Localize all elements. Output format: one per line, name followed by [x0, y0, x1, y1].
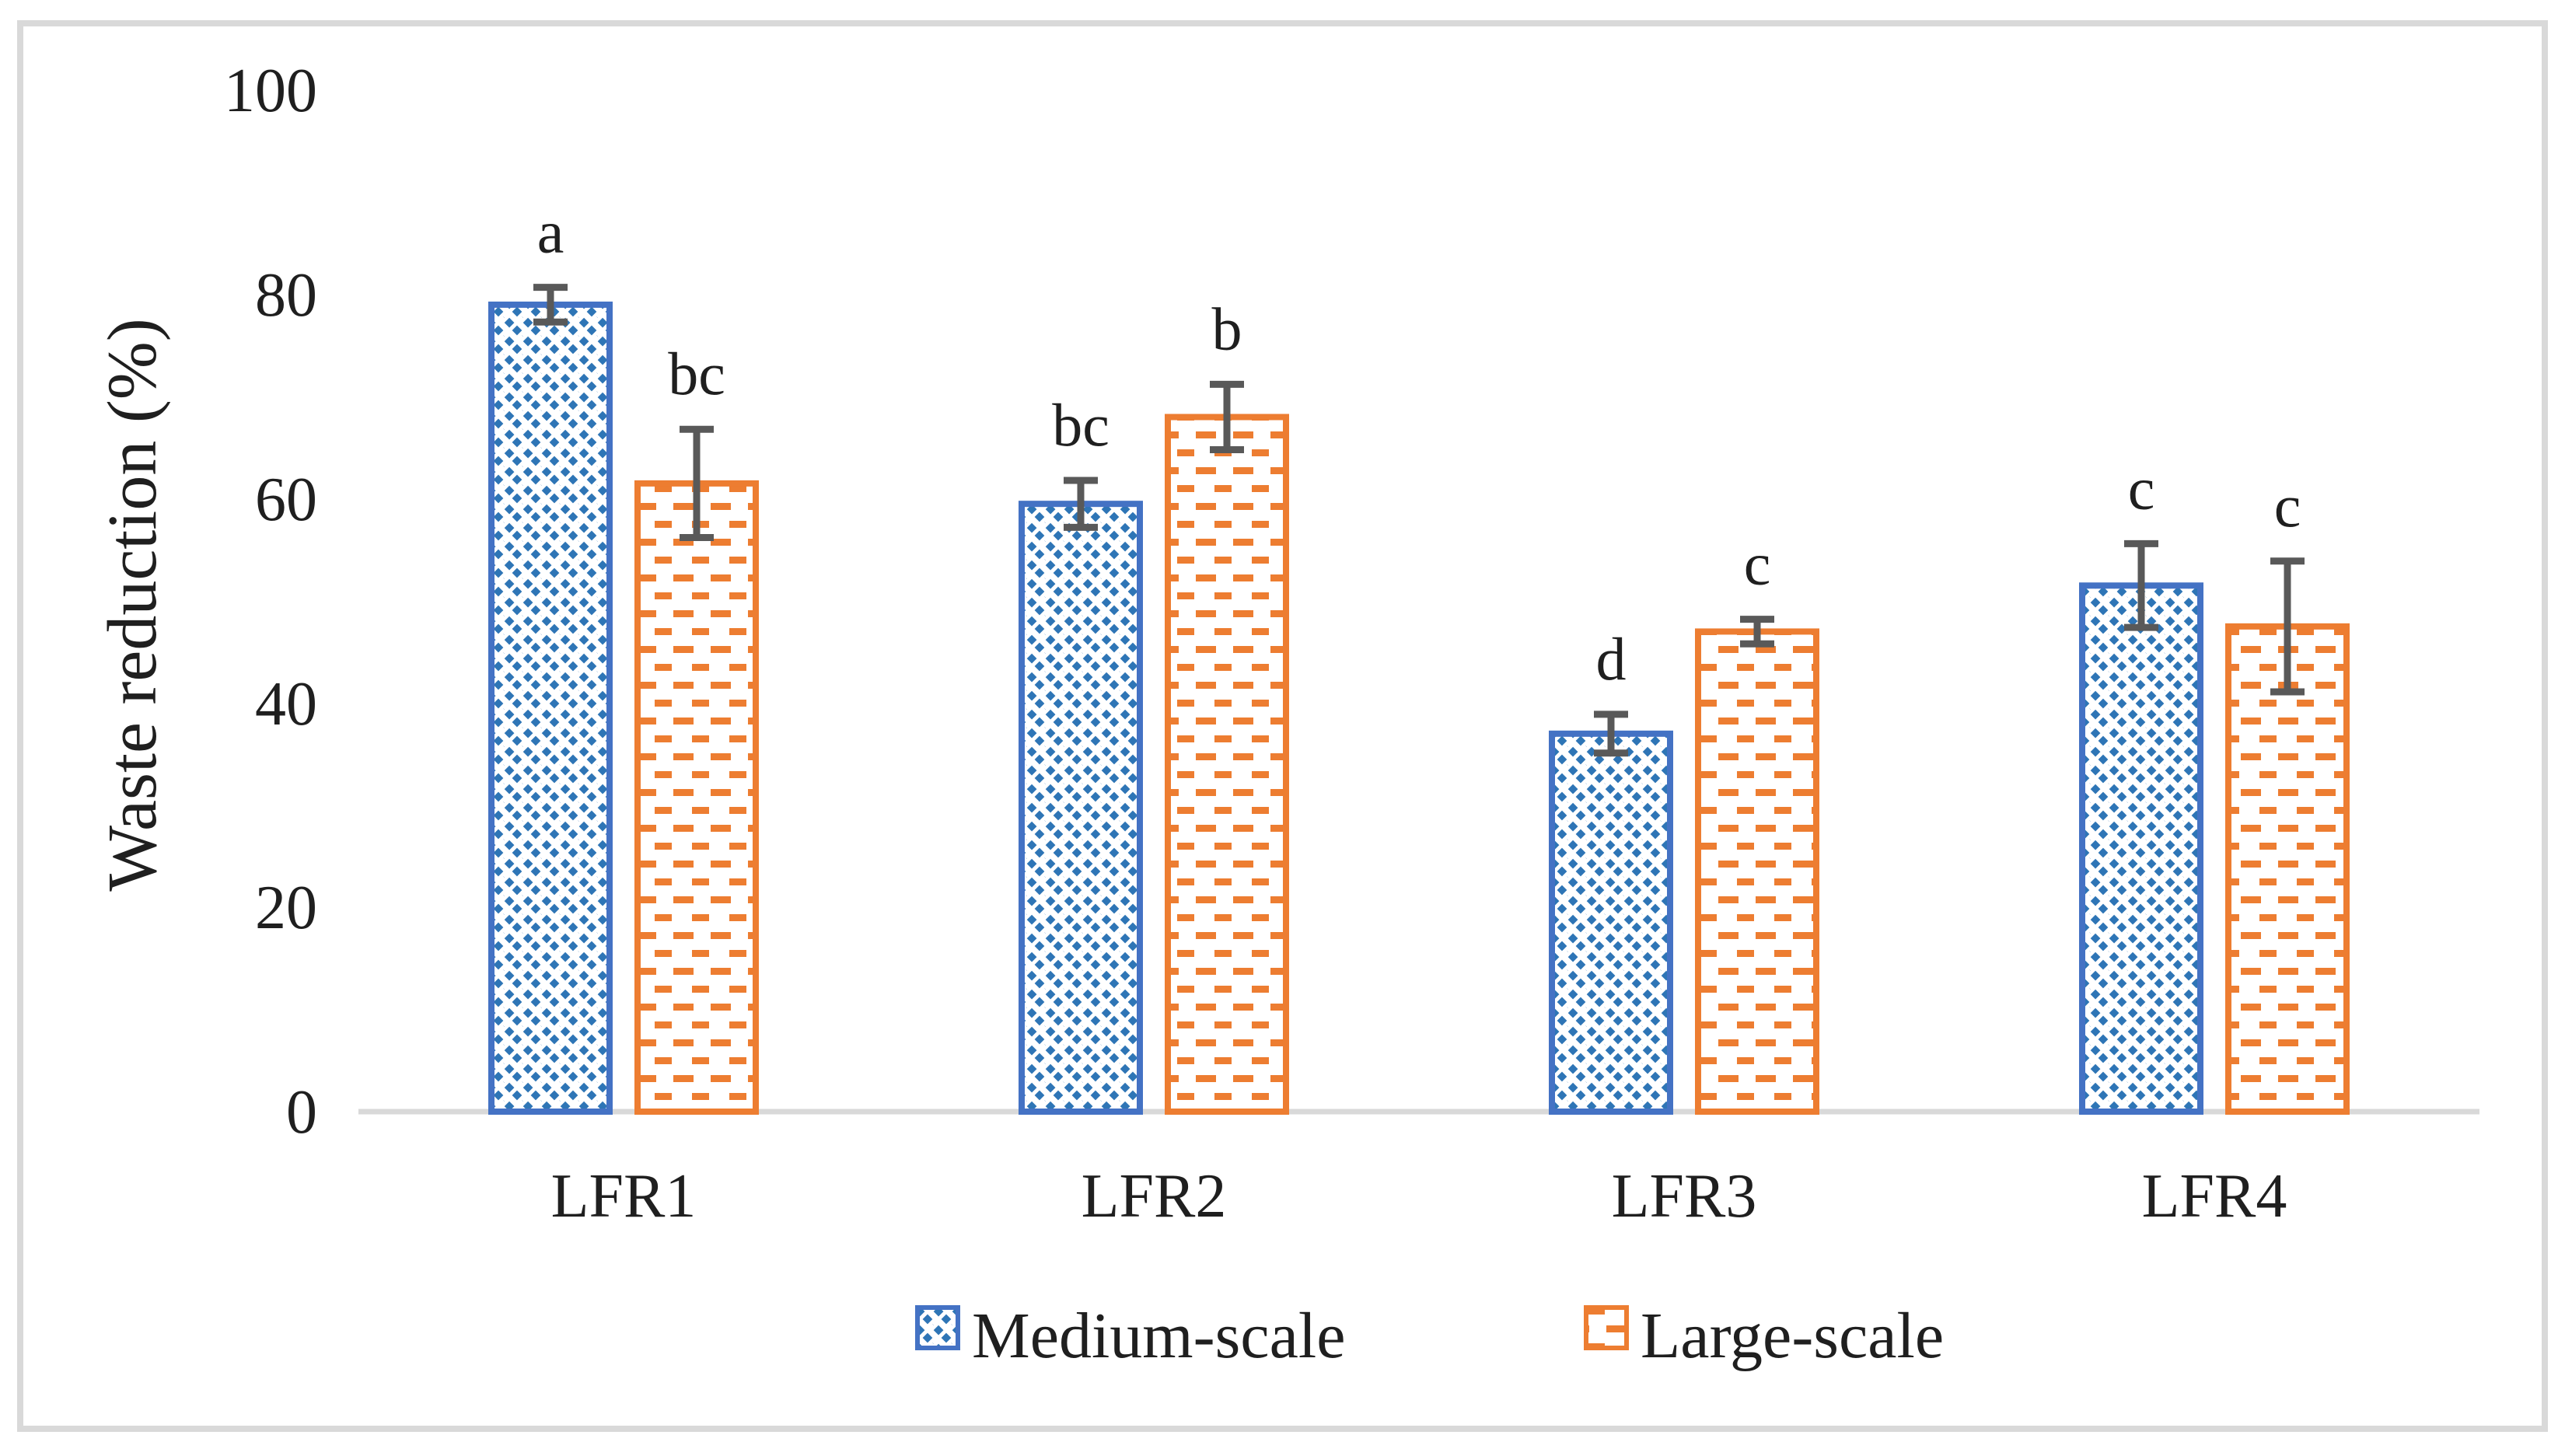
x-category-label-lfr2: LFR2 — [1082, 1162, 1227, 1231]
bar-large-scale-lfr1 — [634, 480, 759, 1115]
bar-medium-scale-lfr2 — [1019, 501, 1143, 1115]
bar-large-scale-lfr4 — [2225, 623, 2350, 1115]
legend-label-large-scale: Large-scale — [1641, 1300, 1944, 1372]
significance-label: c — [1744, 530, 1771, 598]
y-tick-80: 80 — [255, 261, 317, 330]
x-category-label-lfr3: LFR3 — [1612, 1162, 1757, 1231]
y-tick-40: 40 — [255, 670, 317, 738]
bar-medium-scale-lfr1 — [488, 301, 613, 1116]
legend: Medium-scale Large-scale — [915, 1300, 1944, 1372]
legend-label-medium-scale: Medium-scale — [972, 1300, 1346, 1372]
y-axis-title: Waste reduction (%) — [94, 318, 171, 891]
x-category-label-lfr1: LFR1 — [551, 1162, 697, 1231]
significance-label: c — [2274, 472, 2301, 539]
legend-swatch-large-scale — [1584, 1305, 1629, 1350]
y-tick-0: 0 — [286, 1078, 317, 1147]
significance-label: a — [537, 198, 564, 266]
y-tick-20: 20 — [255, 874, 317, 942]
legend-swatch-medium-scale — [915, 1305, 960, 1350]
x-category-label-lfr4: LFR4 — [2142, 1162, 2287, 1231]
significance-label: c — [2128, 454, 2155, 522]
bar-large-scale-lfr2 — [1165, 414, 1289, 1115]
bar-medium-scale-lfr3 — [1549, 730, 1673, 1115]
figure-border — [17, 20, 2548, 1432]
y-tick-100: 100 — [224, 57, 317, 125]
bars-layer: a bc bc b d c c c — [488, 198, 2350, 1116]
significance-label: b — [1212, 295, 1242, 362]
y-tick-60: 60 — [255, 466, 317, 534]
significance-label: d — [1596, 625, 1627, 693]
bar-medium-scale-lfr4 — [2079, 582, 2203, 1115]
bar-large-scale-lfr3 — [1695, 628, 1819, 1115]
significance-label: bc — [668, 340, 725, 407]
significance-label: bc — [1052, 391, 1110, 459]
